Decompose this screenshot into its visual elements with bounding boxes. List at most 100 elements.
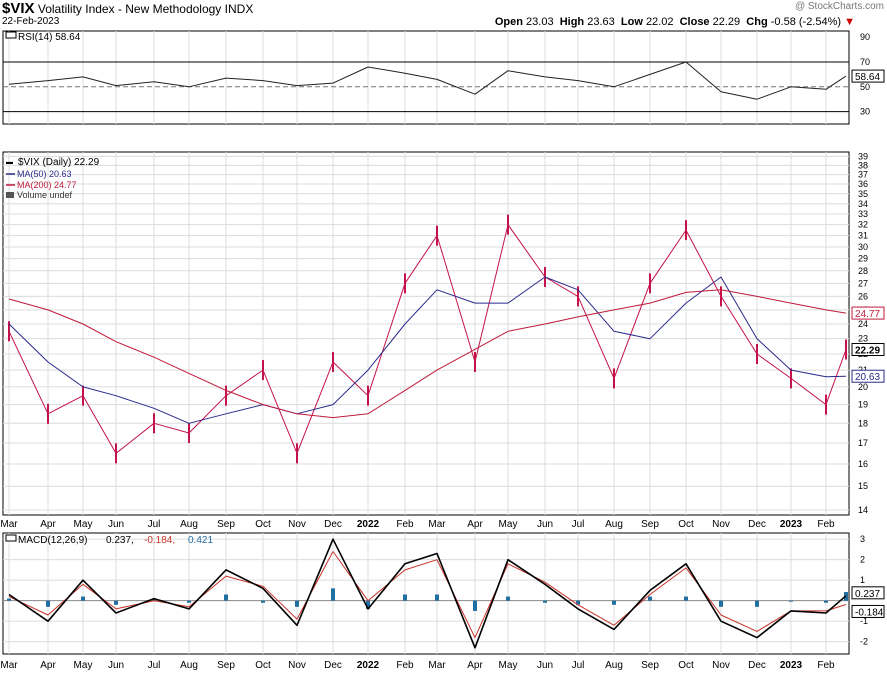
price-panel-frame [2,151,850,516]
macd-tick-label: -2 [860,637,868,647]
price-value-label: 22.29 [855,345,880,356]
macd-histogram-bar [824,600,828,603]
rsi-legend: RSI(14) 58.64 [18,32,81,43]
macd-x-label: Jun [537,660,553,671]
macd-histogram-bar [648,596,652,601]
price-x-label: Mar [0,519,18,530]
rsi-value-label-tag [851,69,885,83]
price-x-label: Jun [108,519,124,530]
price-x-label: 2022 [357,519,380,530]
macd-histogram-bar [295,600,299,607]
macd-tick-label: 2 [860,555,865,565]
price-tick-label: 30 [858,242,868,252]
price-legend-volume: Volume undef [17,190,73,200]
macd-histogram-bar [506,596,510,601]
macd-x-label: Jul [148,660,161,671]
price-tick-label: 35 [858,189,868,199]
price-tick-label: 19 [858,400,868,410]
macd-x-label: Aug [180,660,198,671]
ma50-value-label-tag [851,369,885,383]
price-tick-label: 36 [858,179,868,189]
macd-tick-label: 1 [860,575,865,585]
macd-histogram-bar [366,600,370,609]
macd-x-label: Feb [817,660,835,671]
price-tick-label: 24 [858,319,868,329]
price-x-label: Jul [572,519,585,530]
price-legend-vix: $VIX (Daily) 22.29 [18,157,100,168]
price-x-label: Dec [748,519,766,530]
price-x-label: Jun [537,519,553,530]
price-tick-label: 15 [858,481,868,491]
ma50-line [8,276,847,424]
quote-summary: Open 23.03 High 23.63 Low 22.02 Close 22… [495,16,855,28]
macd-x-label: Feb [396,660,414,671]
price-tick-label: 20 [858,382,868,392]
rsi-tick-label: 30 [860,107,870,117]
macd-histogram-bar [81,596,85,601]
rsi-tick-label: 70 [860,57,870,67]
macd-value-label-tag [851,586,885,600]
macd-histogram-bar [261,600,265,603]
price-legend-swatch: ▬ [6,159,13,166]
price-value-label-tag [851,342,885,356]
price-tick-label: 23 [858,334,868,344]
macd-histogram-bar [612,600,616,605]
open-label: Open [494,16,523,28]
macd-histogram-bar [789,600,793,602]
macd-legend-swatch [5,534,17,542]
macd-histogram-bar [435,594,439,601]
price-line [8,224,847,454]
macd-x-label: Mar [0,660,18,671]
price-x-label: May [499,519,518,530]
price-x-label: Dec [324,519,342,530]
macd-histogram-bar [7,598,11,601]
macd-histogram-bar [543,600,547,603]
macd-histogram-bar [719,600,723,607]
macd-histogram-bar [152,598,156,601]
price-legend-ma50: MA(50) 20.63 [17,169,72,179]
price-tick-label: 31 [858,231,868,241]
macd-x-label: Jul [572,660,585,671]
macd-histogram-bar [187,600,191,603]
price-x-label: Aug [180,519,198,530]
macd-x-label: Jun [108,660,124,671]
price-x-label: Feb [396,519,414,530]
price-tick-label: 14 [858,505,868,515]
price-tick-label: 16 [858,459,868,469]
macd-line [8,538,847,649]
macd-histogram-bar [755,600,759,607]
macd-legend-signal: -0.184, [144,535,175,546]
macd-value-label: 0.237 [855,589,880,600]
macd-x-label: Mar [428,660,446,671]
rsi-legend-swatch [5,31,17,39]
macd-tick-label: 3 [860,534,865,544]
price-tick-label: 33 [858,209,868,219]
price-x-label: Apr [467,519,483,530]
rsi-tick-label: 50 [860,82,870,92]
macd-histogram-bar [114,600,118,605]
chart-title: $VIX Volatility Index - New Methodology … [2,0,253,17]
macd-signal-line [8,551,847,639]
price-legend-ma200: MA(200) 24.77 [17,180,77,190]
price-x-label: Oct [255,519,271,530]
rsi-value-label: 58.64 [855,72,880,83]
volume-legend-swatch [6,192,14,198]
macd-legend-hist: 0.421 [188,535,213,546]
price-tick-label: 38 [858,160,868,170]
macd-x-label: Oct [678,660,694,671]
macd-x-label: Nov [288,660,306,671]
price-x-label: Nov [712,519,730,530]
price-tick-label: 27 [858,278,868,288]
price-x-label: Aug [605,519,623,530]
exchange: INDX [224,2,254,16]
macd-tick-label: -1 [860,616,868,626]
signal-value-label: -0.184 [855,607,884,618]
symbol: $VIX [2,0,35,17]
macd-histogram-bar [684,596,688,601]
macd-histogram-bar [576,600,580,605]
rsi-line [8,61,847,100]
macd-x-label: May [74,660,93,671]
macd-x-label: Dec [748,660,766,671]
macd-x-label: Aug [605,660,623,671]
macd-legend-macd: 0.237, [106,535,134,546]
